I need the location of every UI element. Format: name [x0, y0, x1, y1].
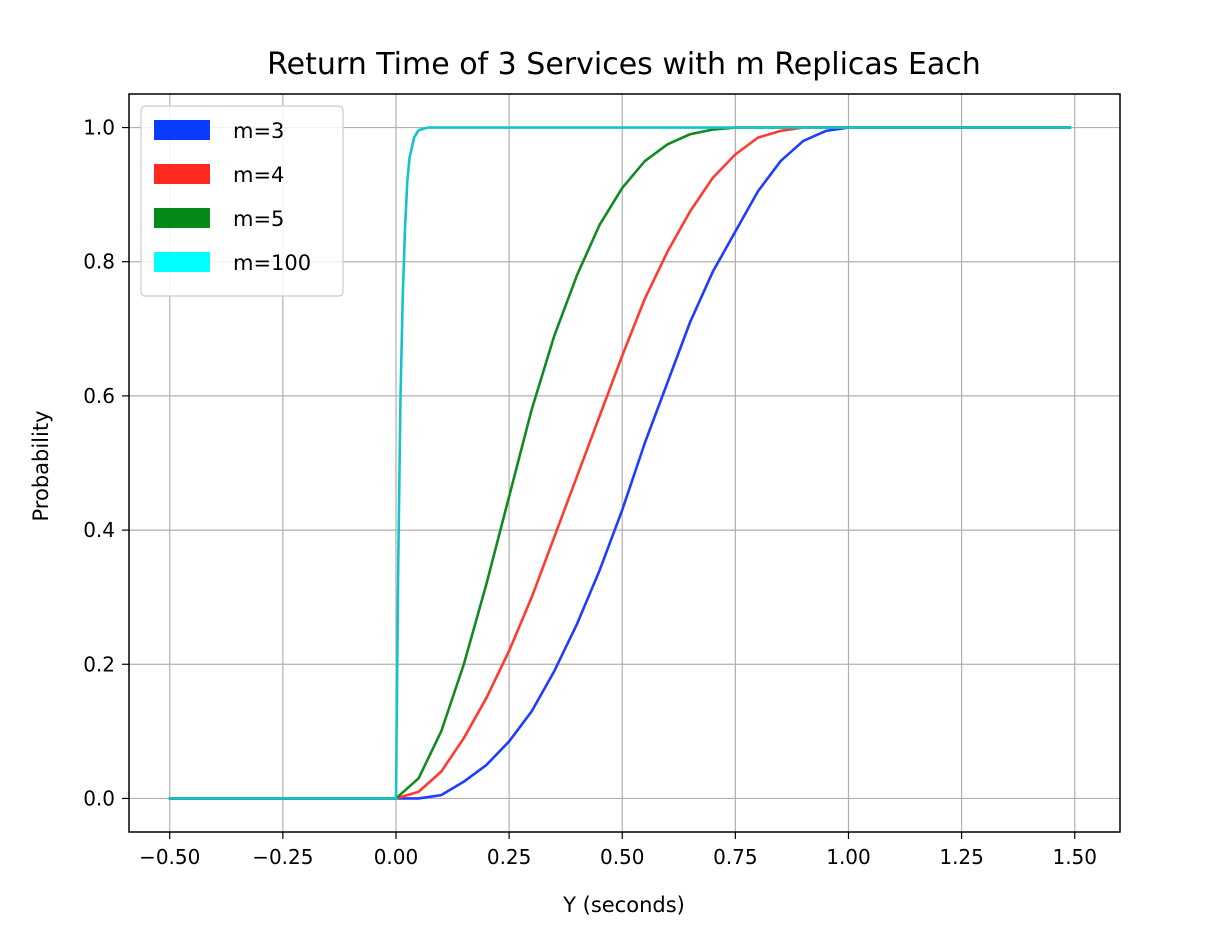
y-tick-label: 0.6	[83, 384, 115, 408]
legend-swatch	[154, 252, 210, 272]
legend-box	[140, 105, 344, 297]
ticks: −0.50 −0.25 0.00 0.25 0.50 0.75 1.00 1.25 1.50 0.…	[83, 116, 1097, 869]
y-tick-label: 0.0	[83, 786, 115, 810]
legend-swatch	[154, 164, 210, 184]
legend-label: m=4	[233, 163, 284, 187]
x-tick-label: 1.25	[939, 845, 984, 869]
legend: m=3 m=4 m=5 m=100	[140, 105, 344, 297]
y-axis-label: Probability	[29, 410, 53, 521]
legend-swatch	[154, 208, 210, 228]
y-tick-label: 0.2	[83, 652, 115, 676]
x-axis-label: Y (seconds)	[562, 893, 685, 917]
legend-label: m=3	[233, 119, 284, 143]
y-tick-label: 1.0	[83, 116, 115, 140]
x-tick-label: 1.00	[826, 845, 871, 869]
x-tick-label: 0.25	[487, 845, 532, 869]
legend-swatch	[154, 120, 210, 140]
series-line-m-5	[168, 126, 1072, 800]
x-tick-label: −0.25	[252, 845, 313, 869]
x-tick-label: 1.50	[1052, 845, 1097, 869]
series-lines	[168, 126, 1072, 800]
legend-label: m=5	[233, 207, 284, 231]
legend-label: m=100	[233, 251, 311, 275]
x-tick-label: 0.75	[713, 845, 758, 869]
series-line-m-100	[168, 126, 1072, 800]
x-tick-label: 0.00	[374, 845, 419, 869]
y-tick-label: 0.4	[83, 518, 115, 542]
chart-title: Return Time of 3 Services with m Replica…	[267, 47, 981, 82]
plot-frame	[128, 93, 1121, 833]
y-tick-label: 0.8	[83, 250, 115, 274]
x-tick-label: 0.50	[600, 845, 645, 869]
x-tick-label: −0.50	[139, 845, 200, 869]
series-line-m-3	[168, 126, 1072, 800]
series-line-m-4	[168, 126, 1072, 800]
